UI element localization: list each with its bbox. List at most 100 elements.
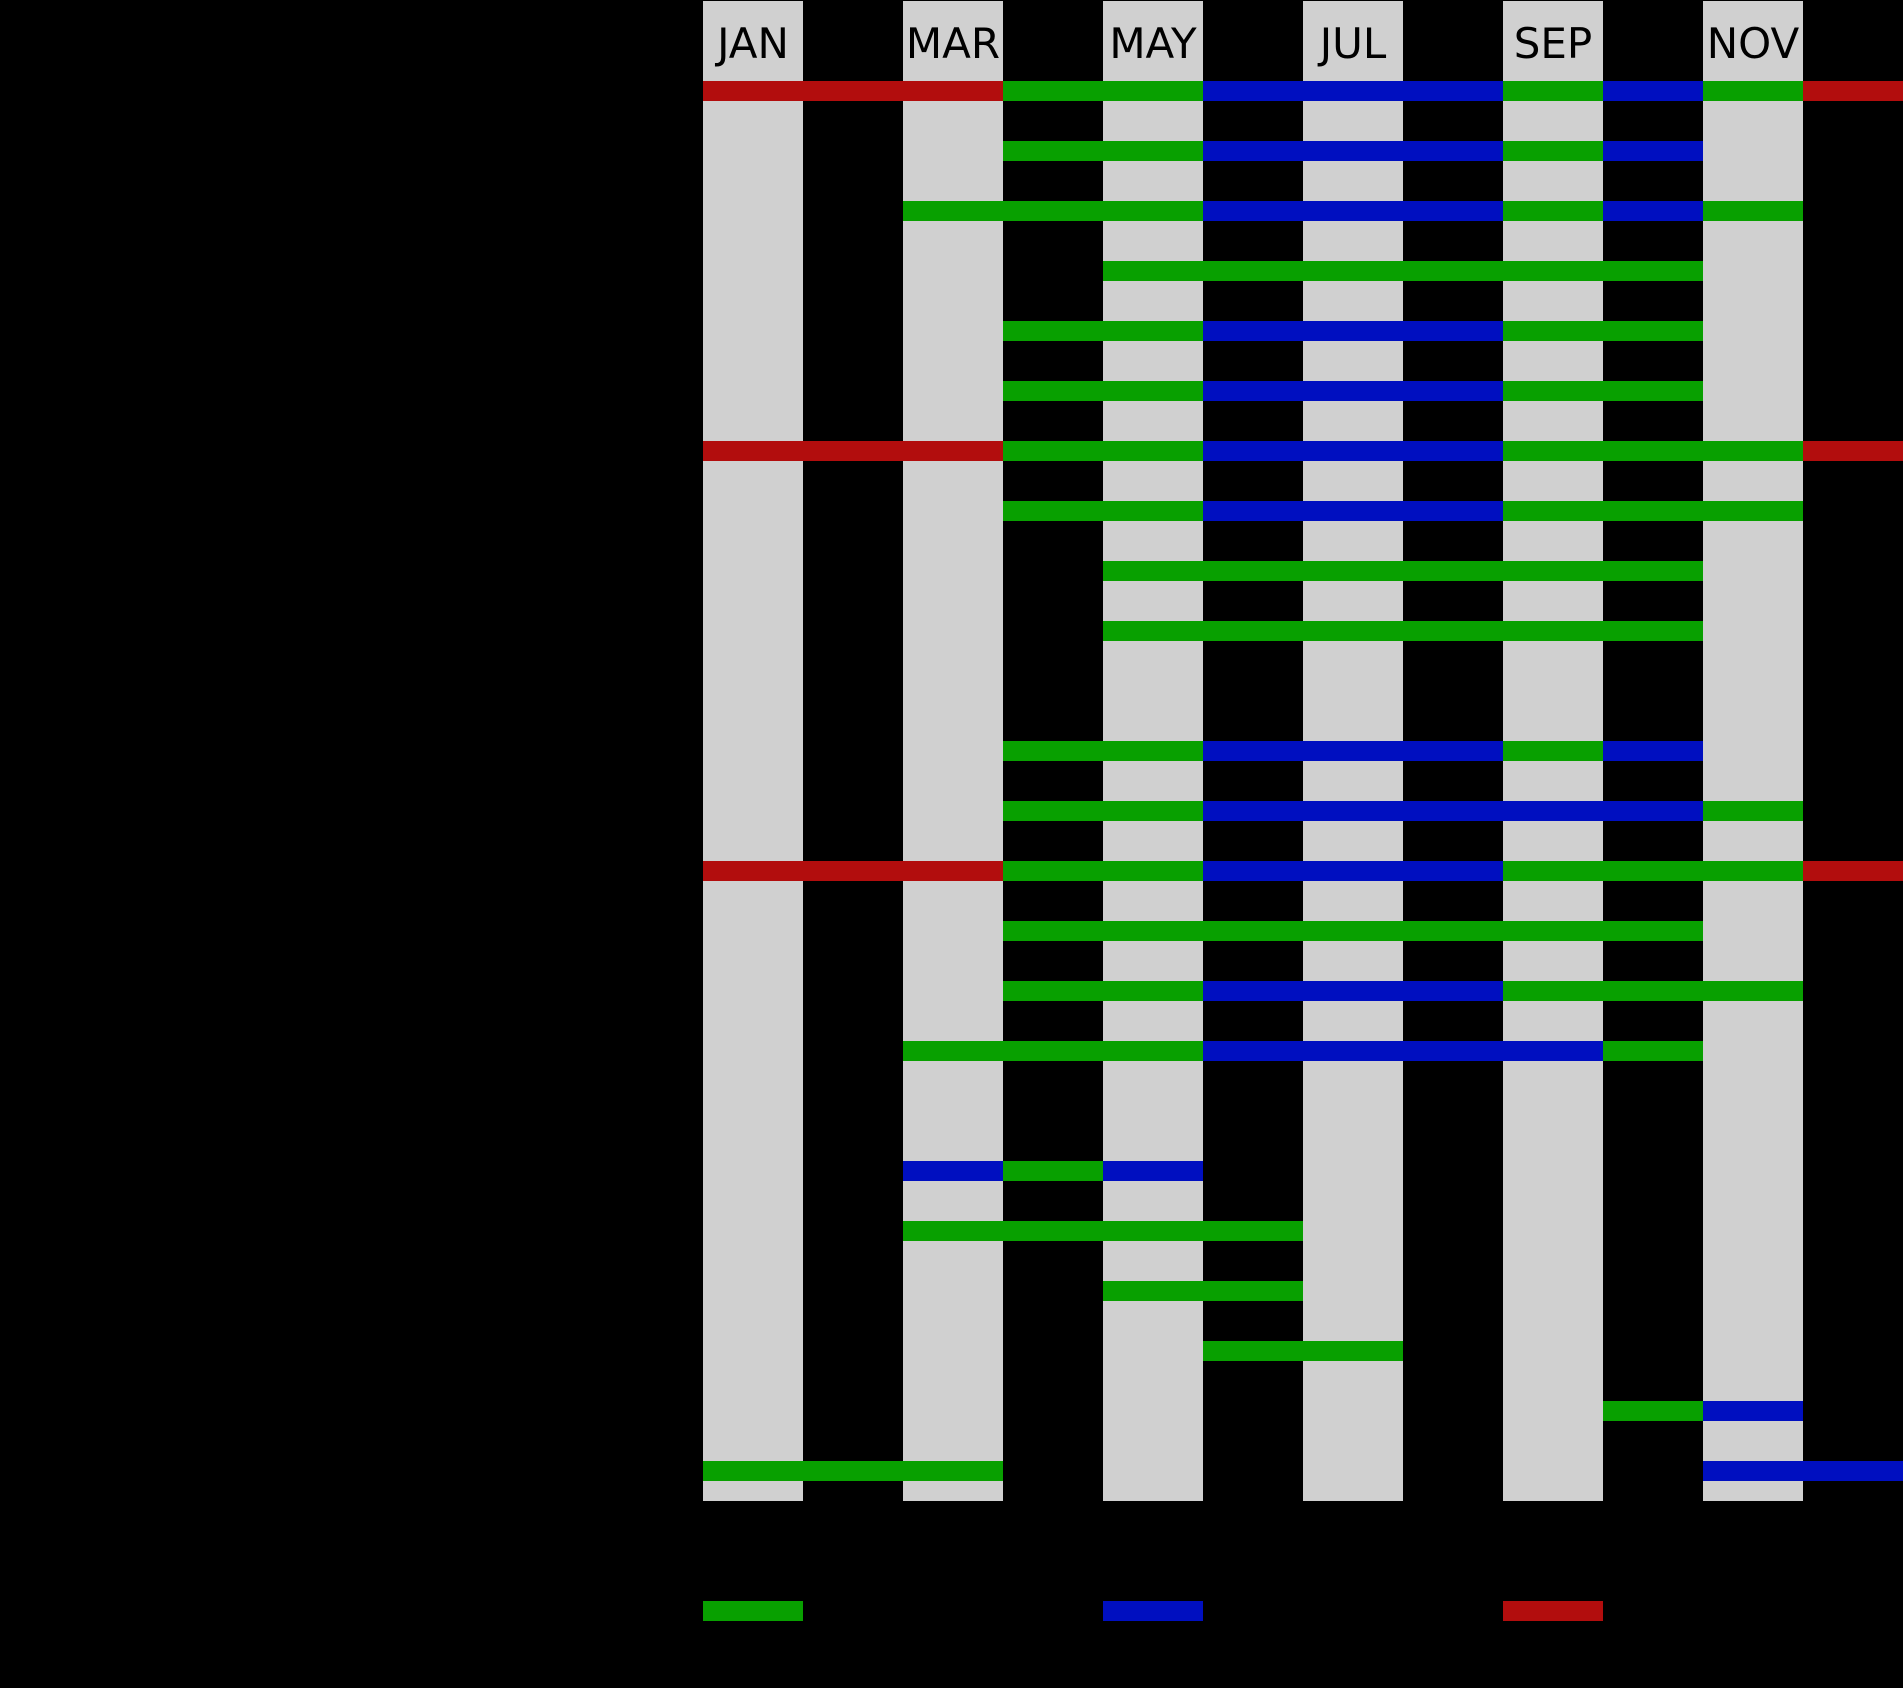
bar-segment <box>1203 861 1303 881</box>
bar-segment <box>1403 141 1503 161</box>
bar-segment <box>1303 261 1403 281</box>
bar-segment <box>703 1461 803 1481</box>
bar-segment <box>1503 981 1603 1001</box>
bar-segment <box>1203 381 1303 401</box>
bar-segment <box>1403 741 1503 761</box>
bar-segment <box>1303 1341 1403 1361</box>
bar-segment <box>1003 321 1103 341</box>
month-label: NOV <box>1706 19 1800 68</box>
bar-segment <box>1203 261 1303 281</box>
bar-segment <box>1403 441 1503 461</box>
bar-segment <box>1703 981 1803 1001</box>
bar-segment <box>1003 1161 1103 1181</box>
bar-segment <box>1503 741 1603 761</box>
bar-segment <box>1203 441 1303 461</box>
bar-segment <box>1603 801 1703 821</box>
bar-segment <box>1003 501 1103 521</box>
bar-segment <box>1403 981 1503 1001</box>
bar-segment <box>1503 621 1603 641</box>
bar-segment <box>1703 861 1803 881</box>
bar-segment <box>903 1161 1003 1181</box>
bar-segment <box>1103 381 1203 401</box>
month-label: MAY <box>1109 19 1197 68</box>
bar-segment <box>1303 501 1403 521</box>
bar-segment <box>1303 381 1403 401</box>
bar-segment <box>1503 561 1603 581</box>
bar-segment <box>1803 861 1903 881</box>
bar-segment <box>1303 561 1403 581</box>
bar-segment <box>903 81 1003 101</box>
bar-segment <box>1203 981 1303 1001</box>
bar-segment <box>1103 1041 1203 1061</box>
bar-segment <box>1103 1281 1203 1301</box>
bar-segment <box>1603 81 1703 101</box>
bar-segment <box>1403 81 1503 101</box>
bar-segment <box>1703 1401 1803 1421</box>
bar-segment <box>1303 1041 1403 1061</box>
bar-segment <box>1703 1461 1803 1481</box>
bar-segment <box>1403 921 1503 941</box>
bar-segment <box>1503 321 1603 341</box>
bar-segment <box>1403 381 1503 401</box>
bar-segment <box>1703 501 1803 521</box>
bar-segment <box>1603 1401 1703 1421</box>
bar-segment <box>1103 201 1203 221</box>
bar-segment <box>903 1461 1003 1481</box>
bar-segment <box>1203 1221 1303 1241</box>
bar-segment <box>1103 501 1203 521</box>
month-column-jan <box>703 1 803 1501</box>
bar-segment <box>1603 321 1703 341</box>
bar-segment <box>703 441 803 461</box>
month-label: JAN <box>717 19 789 68</box>
bar-segment <box>1103 261 1203 281</box>
bar-segment <box>1803 441 1903 461</box>
bar-segment <box>1603 381 1703 401</box>
bar-segment <box>1303 81 1403 101</box>
bar-segment <box>703 861 803 881</box>
bar-segment <box>1203 201 1303 221</box>
bar-segment <box>1503 141 1603 161</box>
bar-segment <box>1403 861 1503 881</box>
month-column-mar <box>903 1 1003 1501</box>
bar-segment <box>1103 921 1203 941</box>
bar-segment <box>1203 1341 1303 1361</box>
bar-segment <box>803 861 903 881</box>
month-column-nov <box>1703 1 1803 1501</box>
bar-segment <box>803 441 903 461</box>
bar-segment <box>1003 141 1103 161</box>
bar-segment <box>1603 501 1703 521</box>
bar-segment <box>1403 261 1503 281</box>
bar-segment <box>1303 981 1403 1001</box>
bar-segment <box>903 1221 1003 1241</box>
bar-segment <box>1203 321 1303 341</box>
bar-segment <box>903 1041 1003 1061</box>
bar-segment <box>1503 501 1603 521</box>
bar-segment <box>903 441 1003 461</box>
bar-segment <box>1403 321 1503 341</box>
bar-segment <box>1603 141 1703 161</box>
bar-segment <box>1803 1461 1903 1481</box>
bar-segment <box>1003 381 1103 401</box>
month-label: SEP <box>1513 19 1593 68</box>
bar-segment <box>1103 1221 1203 1241</box>
month-label: JUL <box>1319 19 1387 68</box>
bar-segment <box>1703 441 1803 461</box>
bar-segment <box>1603 561 1703 581</box>
bar-segment <box>1503 441 1603 461</box>
bar-segment <box>1603 921 1703 941</box>
bar-segment <box>1103 561 1203 581</box>
bar-segment <box>1603 1041 1703 1061</box>
bar-segment <box>1403 561 1503 581</box>
bar-segment <box>1103 141 1203 161</box>
bar-segment <box>1203 141 1303 161</box>
bar-segment <box>1403 501 1503 521</box>
legend-swatch <box>703 1601 803 1621</box>
bar-segment <box>1303 861 1403 881</box>
bar-segment <box>1303 201 1403 221</box>
bar-segment <box>903 201 1003 221</box>
bar-segment <box>903 861 1003 881</box>
bar-segment <box>803 1461 903 1481</box>
bar-segment <box>1003 981 1103 1001</box>
bar-segment <box>1703 81 1803 101</box>
bar-segment <box>1003 801 1103 821</box>
